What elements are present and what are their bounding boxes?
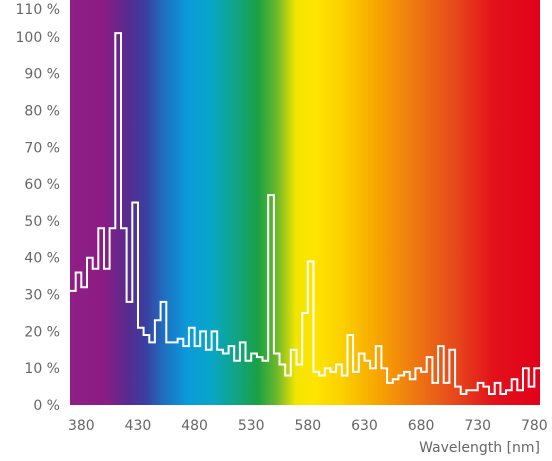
y-tick-label: 110 % <box>16 2 60 18</box>
x-tick-label: 380 <box>68 418 95 434</box>
spectrum-background <box>70 0 540 405</box>
y-axis-ticks: 0 % 10 % 20 % 30 % 40 % 50 % 60 % 70 % 80 % 90 % 1… <box>16 2 60 414</box>
y-tick-label: 50 % <box>24 214 60 230</box>
y-tick-label: 70 % <box>24 140 60 156</box>
x-tick-label: 630 <box>351 418 378 434</box>
x-tick-label: 580 <box>294 418 321 434</box>
x-tick-label: 780 <box>521 418 548 434</box>
x-tick-label: 680 <box>408 418 435 434</box>
x-tick-label: 430 <box>125 418 152 434</box>
x-tick-label: 730 <box>464 418 491 434</box>
y-tick-label: 20 % <box>24 324 60 340</box>
x-tick-label: 480 <box>181 418 208 434</box>
x-axis-ticks: 380 430 480 530 580 630 680 730 780 <box>68 418 548 434</box>
y-tick-label: 30 % <box>24 288 60 304</box>
x-axis-label: Wavelength [nm] <box>419 440 540 456</box>
y-tick-label: 0 % <box>33 398 60 414</box>
y-tick-label: 80 % <box>24 103 60 119</box>
y-tick-label: 40 % <box>24 251 60 267</box>
spectrum-series-line <box>70 32 540 395</box>
x-tick-label: 530 <box>238 418 265 434</box>
y-tick-label: 90 % <box>24 67 60 83</box>
y-tick-label: 100 % <box>16 30 60 46</box>
series-layer <box>70 32 540 395</box>
y-tick-label: 60 % <box>24 177 60 193</box>
y-tick-label: 10 % <box>24 361 60 377</box>
